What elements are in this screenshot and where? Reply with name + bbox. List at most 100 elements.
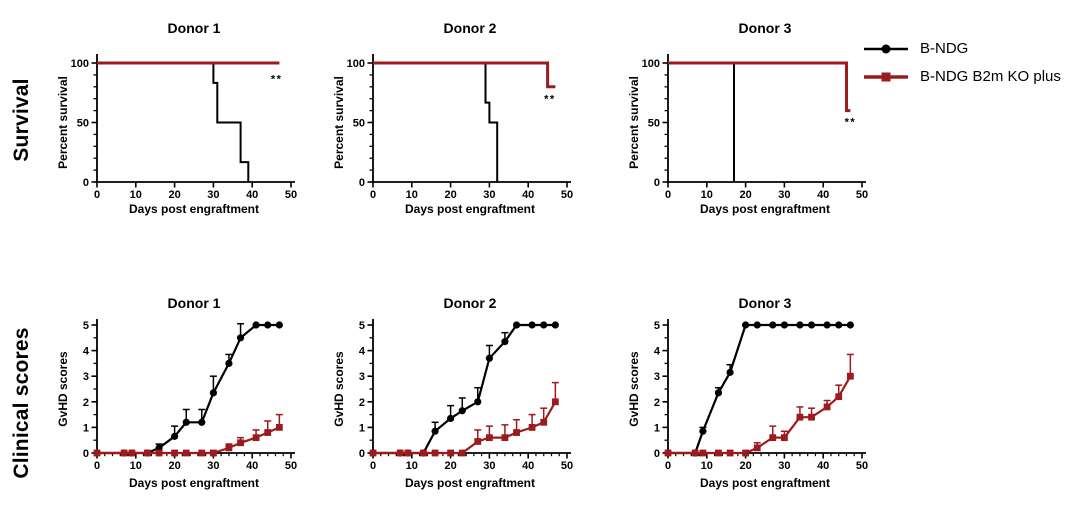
y-axis-label: GvHD scores — [627, 351, 641, 427]
x-tick-label: 50 — [856, 460, 868, 472]
axes: 0 50 100 0 10 20 30 40 50 — [71, 54, 297, 201]
data-point-circle — [225, 359, 233, 367]
data-point-square — [264, 429, 272, 436]
series-b-ndg-b2m-ko-plus — [93, 413, 283, 457]
y-tick-label: 2 — [359, 397, 365, 409]
x-tick-label: 30 — [778, 460, 790, 472]
x-tick-label: 20 — [444, 189, 456, 201]
data-point-square — [420, 449, 427, 457]
x-tick-label: 20 — [739, 189, 751, 201]
y-tick-label: 0 — [359, 177, 365, 189]
x-tick-label: 0 — [370, 189, 376, 201]
y-tick-label: 0 — [654, 177, 660, 189]
chart-title: Donor 3 — [739, 295, 792, 311]
legend: B-NDG B-NDG B2m KO plus — [862, 40, 1061, 96]
x-tick-label: 0 — [665, 460, 671, 472]
data-point-square — [486, 434, 493, 442]
data-point-circle — [275, 321, 283, 329]
x-tick-label: 0 — [665, 189, 671, 201]
x-tick-label: 40 — [817, 189, 829, 201]
x-tick-label: 10 — [130, 460, 142, 472]
x-tick-label: 50 — [285, 460, 297, 472]
data-point-circle — [780, 321, 788, 329]
data-point-square — [742, 449, 749, 457]
data-point-circle — [501, 338, 509, 346]
chart-clinical-donor-1: 0 1 2 3 4 5 0 10 20 30 40 50 Donor 1 Days post engraf… — [50, 288, 340, 508]
series-b-ndg — [668, 62, 735, 182]
x-axis-label: Days post engraftment — [129, 202, 259, 216]
data-point-square — [823, 403, 831, 411]
data-point-circle — [835, 321, 843, 329]
data-point-circle — [528, 321, 536, 329]
y-tick-label: 100 — [71, 58, 89, 70]
significance-annotation: ** — [845, 116, 857, 128]
y-tick-label: 50 — [77, 118, 89, 130]
legend-line-square-icon — [864, 72, 908, 81]
series-b-ndg — [373, 62, 499, 182]
data-point-square — [198, 449, 206, 457]
row-label-clinical-scores: Clinical scores — [10, 327, 33, 479]
y-axis-label: Percent survival — [627, 76, 641, 169]
data-point-square — [513, 429, 520, 436]
data-point-square — [458, 449, 466, 457]
x-tick-label: 20 — [739, 460, 751, 472]
data-point-square — [551, 398, 559, 406]
x-tick-label: 10 — [701, 189, 713, 201]
survival-donor-1-plot: 0 50 100 0 10 20 30 40 50 Donor 1 Days post engraf… — [56, 20, 297, 216]
x-tick-label: 50 — [561, 460, 573, 472]
chart-title: Donor 2 — [444, 295, 497, 311]
y-tick-label: 4 — [83, 346, 90, 358]
series-b-ndg — [664, 321, 854, 457]
chart-title: Donor 3 — [739, 20, 792, 36]
data-point-circle — [551, 321, 559, 329]
chart-title: Donor 1 — [168, 295, 221, 311]
significance-annotation: ** — [271, 73, 283, 85]
data-point-square — [769, 434, 777, 442]
y-axis-label: Percent survival — [332, 76, 346, 169]
x-tick-label: 50 — [561, 189, 573, 201]
x-tick-label: 10 — [701, 460, 713, 472]
data-point-circle — [742, 321, 750, 329]
data-point-square — [474, 438, 482, 445]
data-point-square — [396, 449, 404, 457]
data-point-square — [835, 393, 843, 401]
y-tick-label: 1 — [654, 422, 660, 434]
x-tick-label: 50 — [285, 189, 297, 201]
data-point-square — [726, 449, 734, 457]
data-point-square — [120, 449, 128, 457]
series-b-ndg-b2m-ko-plus — [369, 381, 559, 457]
data-point-square — [664, 449, 672, 457]
data-point-square — [691, 449, 699, 457]
data-point-circle — [264, 321, 272, 329]
data-point-square — [369, 449, 377, 457]
data-point-circle — [807, 321, 816, 329]
x-tick-label: 30 — [207, 460, 219, 472]
y-tick-label: 4 — [654, 346, 661, 358]
data-point-square — [275, 424, 283, 431]
y-tick-label: 2 — [654, 397, 660, 409]
data-point-circle — [182, 418, 190, 426]
data-point-square — [501, 434, 509, 442]
legend-entry-bndg: B-NDG — [862, 40, 1061, 57]
data-point-circle — [846, 321, 854, 329]
data-point-circle — [540, 321, 548, 329]
data-point-circle — [726, 368, 734, 376]
chart-title: Donor 2 — [444, 20, 497, 36]
data-point-circle — [171, 432, 179, 440]
data-point-circle — [699, 427, 707, 435]
data-point-square — [225, 444, 233, 452]
data-point-square — [431, 449, 439, 457]
y-tick-label: 5 — [83, 320, 89, 332]
x-tick-label: 40 — [246, 189, 258, 201]
y-tick-label: 1 — [83, 422, 89, 434]
y-tick-label: 0 — [83, 448, 89, 460]
data-point-square — [252, 434, 260, 442]
x-tick-label: 0 — [370, 460, 376, 472]
series-b-ndg — [369, 321, 559, 457]
y-axis-label: GvHD scores — [332, 351, 346, 427]
x-tick-label: 0 — [94, 189, 100, 201]
data-point-square — [753, 444, 761, 452]
x-axis-label: Days post engraftment — [700, 476, 830, 490]
